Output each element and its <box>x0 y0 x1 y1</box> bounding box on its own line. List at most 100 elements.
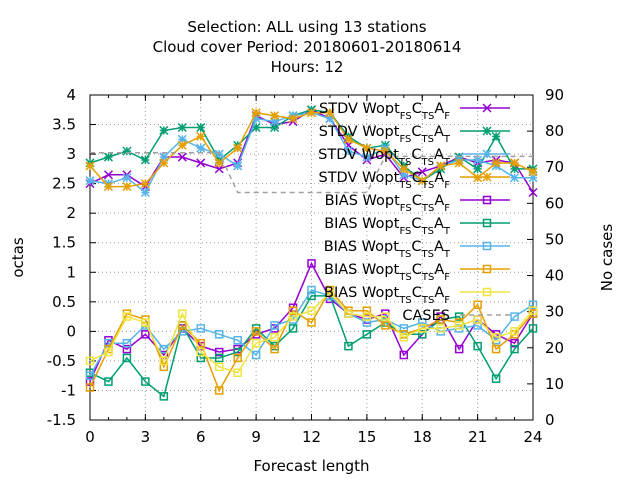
data-point <box>482 264 492 274</box>
data-point <box>85 176 95 186</box>
y2-tick-label: 20 <box>545 339 564 357</box>
legend-entry: BIAS WoptTSCTSAF <box>324 285 510 306</box>
legend-entry: BIAS WoptTSCTSAF <box>324 262 510 283</box>
data-point <box>140 155 150 165</box>
data-point <box>159 152 169 162</box>
series <box>90 152 533 194</box>
data-point <box>159 344 169 354</box>
data-point <box>510 338 519 348</box>
data-point <box>418 324 427 333</box>
series <box>85 288 538 377</box>
series-line <box>89 289 534 377</box>
legend-label: BIAS WoptTSCTSAF <box>324 285 450 306</box>
y-tick-label: -1.5 <box>47 411 76 429</box>
legend-entry: BIAS WoptFSCTSAF <box>325 193 510 214</box>
data-point <box>362 318 372 327</box>
data-point <box>482 218 492 228</box>
data-point <box>251 338 261 348</box>
grid <box>89 94 534 421</box>
data-point <box>436 161 446 171</box>
data-point <box>436 315 445 324</box>
data-point <box>270 117 280 127</box>
data-point <box>122 344 132 354</box>
y-tick-label: 4 <box>66 86 76 104</box>
data-point <box>141 377 150 386</box>
data-point <box>510 164 520 174</box>
data-point <box>343 134 353 144</box>
data-point <box>122 353 132 363</box>
data-point <box>491 158 501 168</box>
data-point <box>473 155 483 165</box>
data-point <box>233 353 242 363</box>
data-point <box>270 333 279 342</box>
y-tick-label: 1 <box>66 263 76 281</box>
data-point <box>196 131 206 141</box>
x-tick-label: 21 <box>468 428 487 446</box>
data-point <box>178 327 187 336</box>
x-tick-label: 24 <box>523 428 542 446</box>
data-point <box>288 324 298 333</box>
legend-entry: STDV WoptFSCTSAF <box>319 101 510 122</box>
data-point <box>288 312 298 321</box>
y-tick-label: 2.5 <box>52 175 76 193</box>
y2-tick-label: 10 <box>545 375 564 393</box>
data-point <box>196 353 205 363</box>
legend-entry: BIAS WoptTSCTSAT <box>324 239 510 260</box>
data-point <box>381 312 390 321</box>
data-point <box>399 170 409 180</box>
y2-tick-label: 90 <box>545 86 564 104</box>
data-point <box>85 161 95 171</box>
data-point <box>482 241 492 251</box>
data-point <box>251 350 261 360</box>
data-point <box>251 327 261 336</box>
data-point <box>307 285 316 295</box>
data-point <box>159 356 169 366</box>
data-point <box>344 341 353 351</box>
title-line: Hours: 12 <box>271 58 344 76</box>
legend-label: BIAS WoptFSCTSAT <box>324 216 451 237</box>
data-point <box>491 344 501 354</box>
data-point <box>528 324 538 333</box>
data-point <box>362 330 372 339</box>
data-point <box>473 321 482 330</box>
data-point <box>214 347 224 357</box>
data-point <box>103 182 113 192</box>
legend-entry: CASES <box>402 308 510 324</box>
data-point <box>140 179 150 189</box>
data-point <box>482 149 492 159</box>
data-point <box>482 195 492 205</box>
data-point <box>159 158 169 168</box>
data-point <box>288 306 298 315</box>
data-point <box>103 152 113 162</box>
data-point <box>196 347 205 357</box>
data-point <box>270 344 279 354</box>
data-point <box>528 167 538 177</box>
data-point <box>528 187 538 198</box>
series-line <box>89 261 534 382</box>
x-tick-label: 12 <box>302 428 321 446</box>
y-tick-label: 2 <box>66 204 76 222</box>
data-point <box>418 318 427 327</box>
data-point <box>343 146 353 156</box>
data-point <box>122 146 132 156</box>
data-point <box>436 324 445 333</box>
data-point <box>178 321 187 330</box>
data-point <box>122 338 132 348</box>
data-point <box>270 321 279 330</box>
y-tick-label: 3.5 <box>52 116 76 134</box>
data-point <box>307 306 316 315</box>
data-point <box>306 108 317 118</box>
data-point <box>325 108 335 118</box>
data-point <box>196 324 205 333</box>
x-tick-label: 9 <box>251 428 261 446</box>
data-point <box>214 353 224 363</box>
data-point <box>214 158 224 168</box>
data-point <box>177 134 187 144</box>
x-tick-label: 3 <box>141 428 151 446</box>
data-point <box>482 103 492 113</box>
data-point <box>417 167 427 177</box>
x-tick-label: 18 <box>413 428 432 446</box>
data-point <box>177 122 187 133</box>
data-point <box>482 287 492 297</box>
